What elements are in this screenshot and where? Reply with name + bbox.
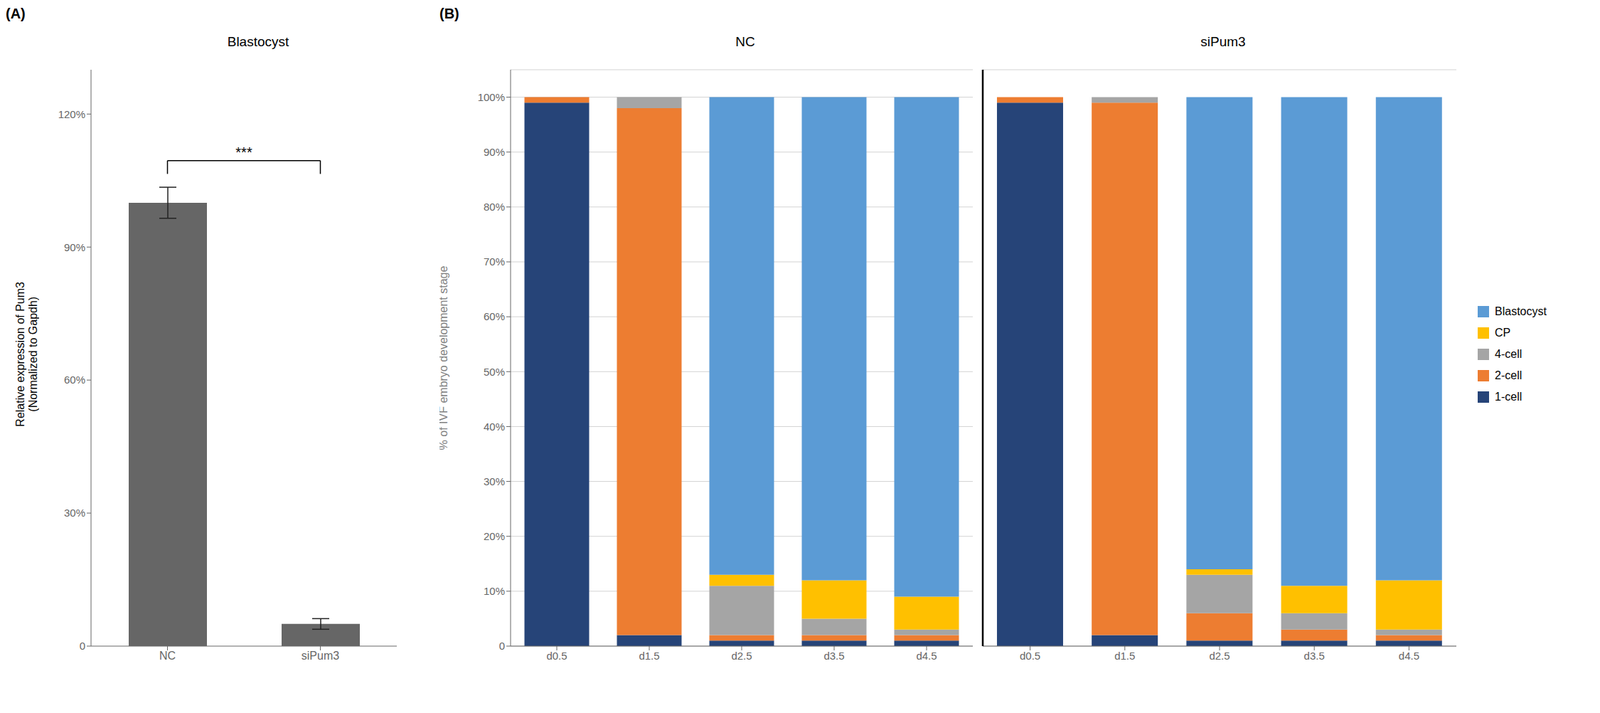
- svg-text:d4.5: d4.5: [915, 649, 937, 662]
- svg-text:70%: 70%: [483, 255, 505, 268]
- html-text:NC: NC: [735, 34, 755, 50]
- svg-text:90%: 90%: [483, 145, 505, 158]
- svg-text:NC: NC: [159, 649, 176, 662]
- svg-text:d3.5: d3.5: [1304, 649, 1325, 662]
- svg-text:d3.5: d3.5: [823, 649, 845, 662]
- svg-text:90%: 90%: [64, 241, 86, 254]
- svg-text:d2.5: d2.5: [731, 649, 752, 662]
- svg-text:d2.5: d2.5: [1208, 649, 1230, 662]
- html-text:1-cell: 1-cell: [1494, 390, 1522, 403]
- svg-text:60%: 60%: [64, 373, 86, 386]
- html-text:2-cell: 2-cell: [1494, 369, 1522, 382]
- html-text:siPum3: siPum3: [1200, 34, 1246, 50]
- svg-text:120%: 120%: [58, 108, 86, 121]
- svg-text:50%: 50%: [483, 365, 505, 378]
- html-text:CP: CP: [1494, 326, 1511, 339]
- svg-text:30%: 30%: [64, 506, 86, 519]
- svg-text:siPum3: siPum3: [301, 649, 340, 662]
- svg-text:80%: 80%: [483, 200, 505, 213]
- svg-text:40%: 40%: [483, 420, 505, 433]
- svg-text:d1.5: d1.5: [1114, 649, 1135, 662]
- svg-text:d1.5: d1.5: [638, 649, 660, 662]
- svg-text:0: 0: [499, 639, 505, 652]
- html-text:Relative expression of Pum3 (N: Relative expression of Pum3 (Normalized …: [14, 281, 40, 427]
- svg-text:d0.5: d0.5: [1019, 649, 1041, 662]
- svg-text:60%: 60%: [483, 310, 505, 323]
- html-text:(A): (A): [5, 5, 26, 22]
- svg-text:20%: 20%: [483, 529, 505, 542]
- svg-text:d0.5: d0.5: [546, 649, 567, 662]
- svg-text:***: ***: [235, 144, 253, 160]
- html-text:(B): (B): [439, 5, 460, 22]
- html-text:Blastocyst: Blastocyst: [227, 34, 289, 50]
- svg-text:0: 0: [79, 639, 86, 652]
- svg-text:d4.5: d4.5: [1398, 649, 1420, 662]
- svg-text:30%: 30%: [483, 475, 505, 488]
- html-text:4-cell: 4-cell: [1494, 347, 1522, 360]
- svg-text:100%: 100%: [477, 91, 505, 104]
- svg-text:10%: 10%: [483, 584, 505, 597]
- svg-text:% of IVF embryo development st: % of IVF embryo development stage: [439, 265, 450, 451]
- html-text:Blastocyst: Blastocyst: [1494, 305, 1547, 318]
